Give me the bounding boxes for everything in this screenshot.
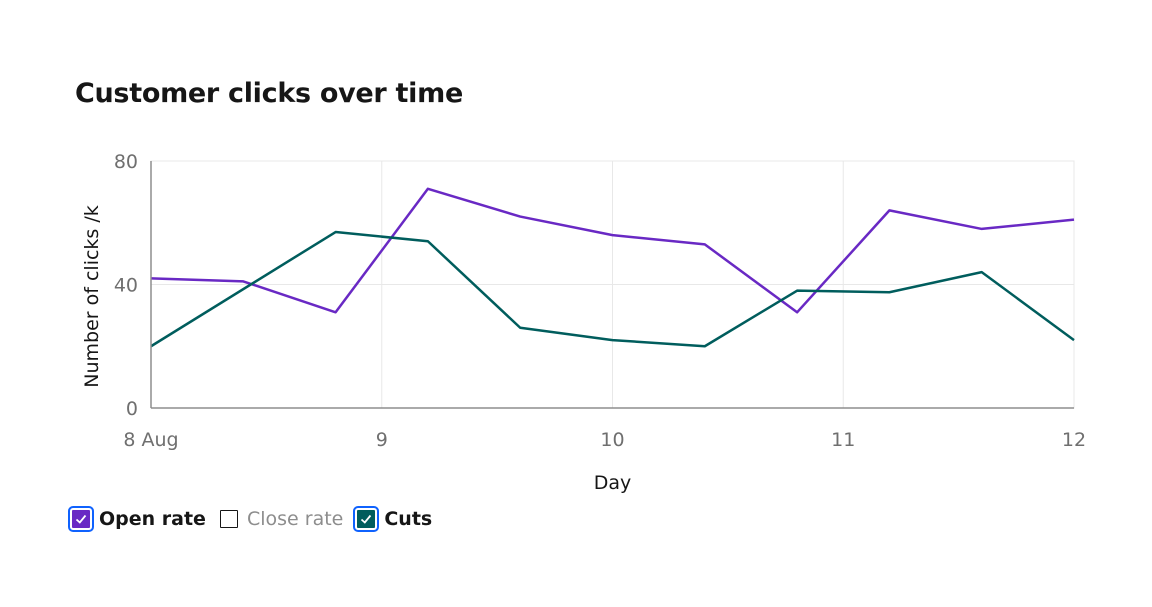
legend: Open rate Close rate Cuts: [68, 506, 433, 532]
legend-label: Cuts: [384, 508, 433, 530]
x-axis-title: Day: [594, 472, 632, 494]
grid: [150, 160, 1075, 409]
series-line-cuts: [150, 230, 1075, 348]
series-line-open-rate: [150, 187, 1075, 314]
checkmark-icon: [75, 514, 87, 524]
axes: 8 Aug 9 10 11 12 0 40 80: [114, 151, 1086, 451]
legend-checkbox[interactable]: [219, 510, 238, 528]
chart-title: Customer clicks over time: [75, 78, 463, 109]
y-tick-label: 40: [114, 275, 138, 297]
x-tick-label: 12: [1062, 429, 1086, 451]
x-tick-label: 8 Aug: [123, 429, 178, 451]
checkmark-icon: [361, 514, 372, 524]
x-tick-label: 10: [600, 429, 624, 451]
y-tick-label: 80: [114, 151, 138, 173]
legend-item-close-rate[interactable]: Close rate: [219, 508, 344, 530]
legend-checkbox[interactable]: [68, 506, 94, 532]
legend-item-open-rate[interactable]: Open rate: [68, 506, 206, 532]
x-tick-label: 9: [376, 429, 388, 451]
series-lines: [150, 187, 1075, 348]
y-tick-label: 0: [126, 398, 138, 420]
y-axis-title: Number of clicks /k: [81, 205, 103, 388]
legend-item-cuts[interactable]: Cuts: [353, 506, 433, 532]
line-chart: 8 Aug 9 10 11 12 0 40 80 Day Number of clicks /…: [81, 151, 1086, 494]
x-tick-label: 11: [831, 429, 855, 451]
legend-label: Open rate: [99, 508, 206, 530]
legend-label: Close rate: [246, 508, 344, 530]
legend-checkbox[interactable]: [353, 506, 380, 532]
